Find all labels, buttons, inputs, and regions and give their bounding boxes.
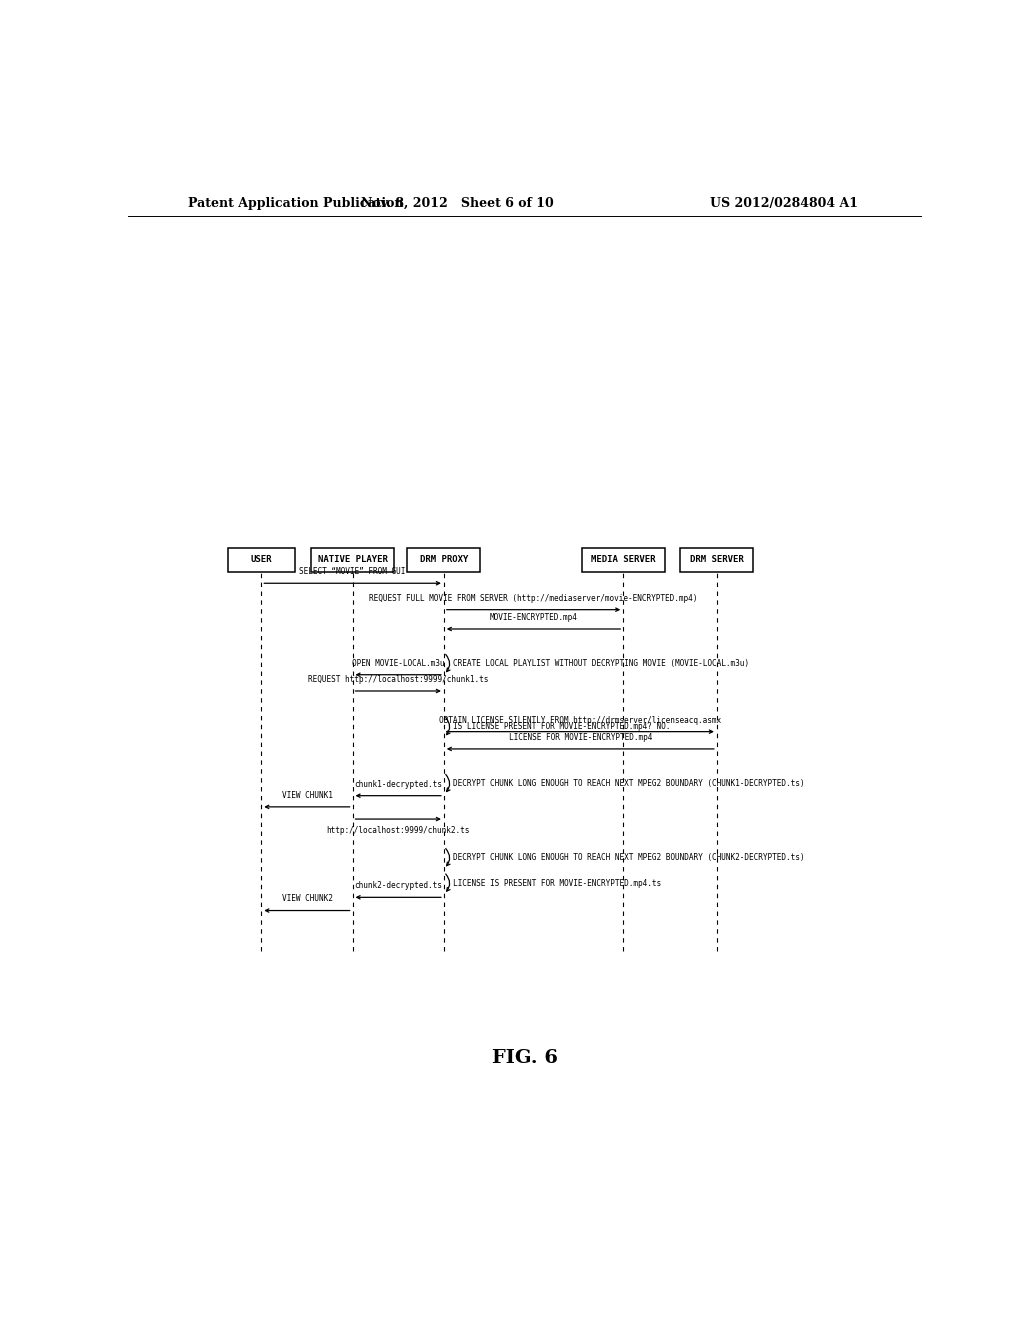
Text: Nov. 8, 2012   Sheet 6 of 10: Nov. 8, 2012 Sheet 6 of 10	[361, 197, 554, 210]
Bar	[408, 548, 480, 572]
Text: USER: USER	[251, 556, 272, 565]
Text: chunk1-decrypted.ts: chunk1-decrypted.ts	[354, 780, 442, 788]
Text: MOVIE-ENCRYPTED.mp4: MOVIE-ENCRYPTED.mp4	[489, 612, 578, 622]
Text: DRM SERVER: DRM SERVER	[690, 556, 743, 565]
Text: SELECT “MOVIE” FROM GUI: SELECT “MOVIE” FROM GUI	[299, 568, 406, 576]
Text: DRM PROXY: DRM PROXY	[420, 556, 468, 565]
Text: MEDIA SERVER: MEDIA SERVER	[591, 556, 655, 565]
Bar	[311, 548, 394, 572]
Text: DECRYPT CHUNK LONG ENOUGH TO REACH NEXT MPEG2 BOUNDARY (CHUNK1-DECRYPTED.ts): DECRYPT CHUNK LONG ENOUGH TO REACH NEXT …	[454, 779, 805, 788]
Bar	[680, 548, 754, 572]
Text: http://localhost:9999/chunk2.ts: http://localhost:9999/chunk2.ts	[327, 826, 470, 836]
Text: US 2012/0284804 A1: US 2012/0284804 A1	[710, 197, 858, 210]
Text: VIEW CHUNK1: VIEW CHUNK1	[282, 791, 333, 800]
Bar	[227, 548, 295, 572]
Text: LICENSE FOR MOVIE-ENCRYPTED.mp4: LICENSE FOR MOVIE-ENCRYPTED.mp4	[509, 733, 652, 742]
Text: REQUEST FULL MOVIE FROM SERVER (http://mediaserver/movie-ENCRYPTED.mp4): REQUEST FULL MOVIE FROM SERVER (http://m…	[370, 594, 697, 602]
Text: DECRYPT CHUNK LONG ENOUGH TO REACH NEXT MPEG2 BOUNDARY (CHUNK2-DECRYPTED.ts): DECRYPT CHUNK LONG ENOUGH TO REACH NEXT …	[454, 853, 805, 862]
Text: chunk2-decrypted.ts: chunk2-decrypted.ts	[354, 882, 442, 890]
Text: CREATE LOCAL PLAYLIST WITHOUT DECRYPTING MOVIE (MOVIE-LOCAL.m3u): CREATE LOCAL PLAYLIST WITHOUT DECRYPTING…	[454, 659, 750, 668]
Text: Patent Application Publication: Patent Application Publication	[187, 197, 403, 210]
Text: IS LICENSE PRESENT FOR MOVIE-ENCRYPTED.mp4? NO.: IS LICENSE PRESENT FOR MOVIE-ENCRYPTED.m…	[454, 722, 671, 731]
Text: NATIVE PLAYER: NATIVE PLAYER	[317, 556, 387, 565]
Text: FIG. 6: FIG. 6	[492, 1049, 558, 1067]
Text: OPEN MOVIE-LOCAL.m3u: OPEN MOVIE-LOCAL.m3u	[352, 659, 444, 668]
Text: VIEW CHUNK2: VIEW CHUNK2	[282, 895, 333, 903]
Text: LICENSE IS PRESENT FOR MOVIE-ENCRYPTED.mp4.ts: LICENSE IS PRESENT FOR MOVIE-ENCRYPTED.m…	[454, 879, 662, 887]
Bar	[582, 548, 665, 572]
Text: OBTAIN LICENSE SILENTLY FROM http://drmserver/licenseacq.asmx: OBTAIN LICENSE SILENTLY FROM http://drms…	[439, 715, 722, 725]
Text: REQUEST http://localhost:9999/chunk1.ts: REQUEST http://localhost:9999/chunk1.ts	[308, 675, 488, 684]
